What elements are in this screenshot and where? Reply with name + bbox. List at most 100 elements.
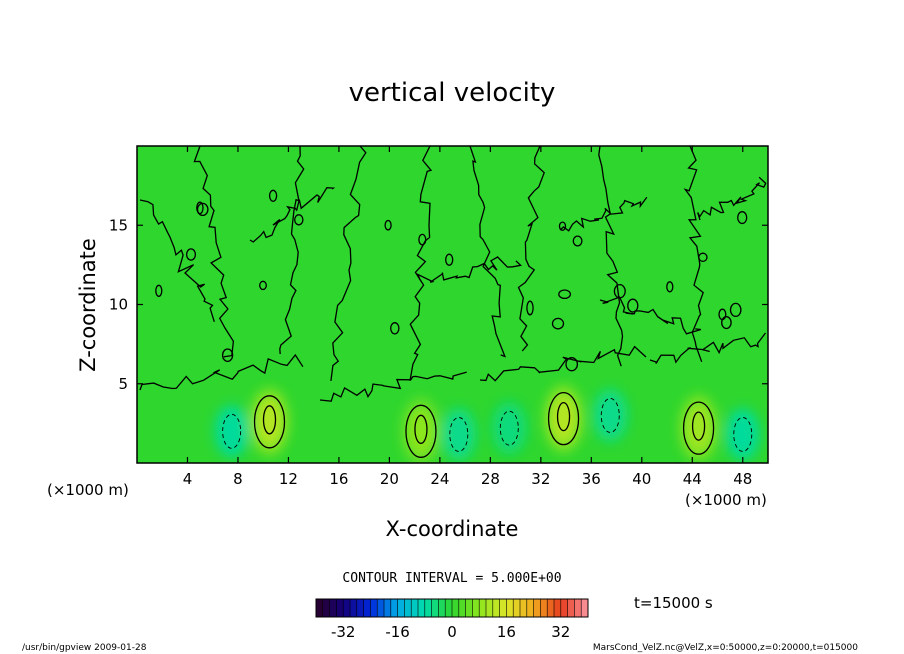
downdraft-contour [733,417,753,452]
x-tick-label: 40 [632,470,651,488]
colorbar-cell [547,599,555,617]
updraft-inner-contour [691,411,706,441]
zero-contour [649,332,767,365]
colorbar-cell [438,599,446,617]
downdraft-shading [593,389,628,442]
x-tick-label: 28 [481,470,500,488]
colorbar-cell [370,599,378,617]
updraft-inner-contour [556,401,571,432]
small-contour [551,317,565,330]
updraft-core [407,407,434,456]
colorbar-cell [329,599,337,617]
colorbar-cell [458,599,467,617]
colorbar-cell [465,599,473,617]
small-contour [294,214,304,226]
small-contour [526,300,534,316]
colorbar-cell [513,599,521,617]
small-contour [390,322,400,335]
zero-contour [139,353,304,391]
small-contour [445,253,454,266]
colorbar-cell [581,599,589,617]
footer-left: /usr/bin/gpview 2009-01-28 [22,643,147,653]
zero-contour [249,187,336,243]
small-contour [384,219,392,231]
downdraft-shading [214,405,249,458]
zero-contour [319,371,467,402]
footer-right: MarsCond_VelZ.nc@VelZ,x=0:50000,z=0:2000… [593,643,858,653]
updraft-contour [253,395,286,449]
x-tick-label: 16 [329,470,348,488]
zero-contour [409,146,433,381]
colorbar-tick-label: -16 [385,623,410,641]
colorbar [315,599,589,617]
plot-area [137,146,768,463]
downdraft-contour [600,398,620,433]
small-contour [737,211,748,225]
colorbar-cell [452,599,460,617]
colorbar-cell [526,599,535,617]
zero-contour [279,146,305,355]
colorbar-cell [445,599,453,617]
updraft-core [685,404,712,453]
colorbar-cell [567,599,575,617]
downdraft-shading [441,408,476,461]
downdraft-shading [725,408,760,461]
colorbar-cell [322,599,331,617]
colorbar-tick-label: 16 [497,623,516,641]
contour-interval: CONTOUR INTERVAL = 5.000E+00 [342,571,561,586]
small-contour [698,252,708,263]
colorbar-cell [520,599,528,617]
y-tick-label: 5 [118,375,128,393]
updraft-inner-contour [414,414,428,444]
updraft-contour [405,404,437,458]
small-contour [572,235,583,247]
colorbar-cell [499,599,507,617]
small-contour [558,289,572,300]
x-tick-label: 12 [279,470,298,488]
x-tick-label: 44 [683,470,702,488]
small-contour [221,348,234,363]
small-contour [185,248,197,261]
contour-lines [139,146,767,458]
x-tick-label: 48 [733,470,752,488]
zero-contour [599,296,702,335]
updraft-contour [547,391,580,446]
zero-contour [416,256,522,283]
colorbar-cell [472,599,480,617]
colorbar-tick-label: 0 [447,623,457,641]
colorbar-cell [506,599,514,617]
colorbar-cell [540,599,548,617]
zero-contour [330,146,367,381]
colorbar-cell [479,599,487,617]
updraft-core [256,397,283,446]
x-tick-label: 8 [233,470,243,488]
colorbar-cell [384,599,392,617]
small-contour [721,316,732,330]
zero-contour [139,199,215,322]
time-label: t=15000 s [634,594,713,612]
colorbar-cell [554,599,562,617]
colorbar-ticks: -32 -16 0 16 32 [331,623,570,641]
small-contour [666,281,674,293]
downdraft-contour [499,410,519,446]
colorbar-cell [356,599,365,617]
colorbar-cell [574,599,582,617]
updraft-contour [682,401,715,455]
colorbar-cell [363,599,371,617]
velocity-field [214,384,760,463]
small-contour [259,280,267,291]
x-unit-label-left: (×1000 m) [47,481,129,499]
zero-contour [479,345,647,382]
small-contour [268,189,278,202]
colorbar-frame [315,598,589,618]
x-tick-label: 4 [183,470,193,488]
downdraft-contour [449,417,469,452]
x-tick-label: 36 [582,470,601,488]
colorbar-cell [560,599,569,617]
colorbar-cell [411,599,419,617]
downdraft-shading [492,402,527,455]
zero-contour [559,196,648,232]
plot-background [137,146,768,463]
small-contour [565,357,579,372]
